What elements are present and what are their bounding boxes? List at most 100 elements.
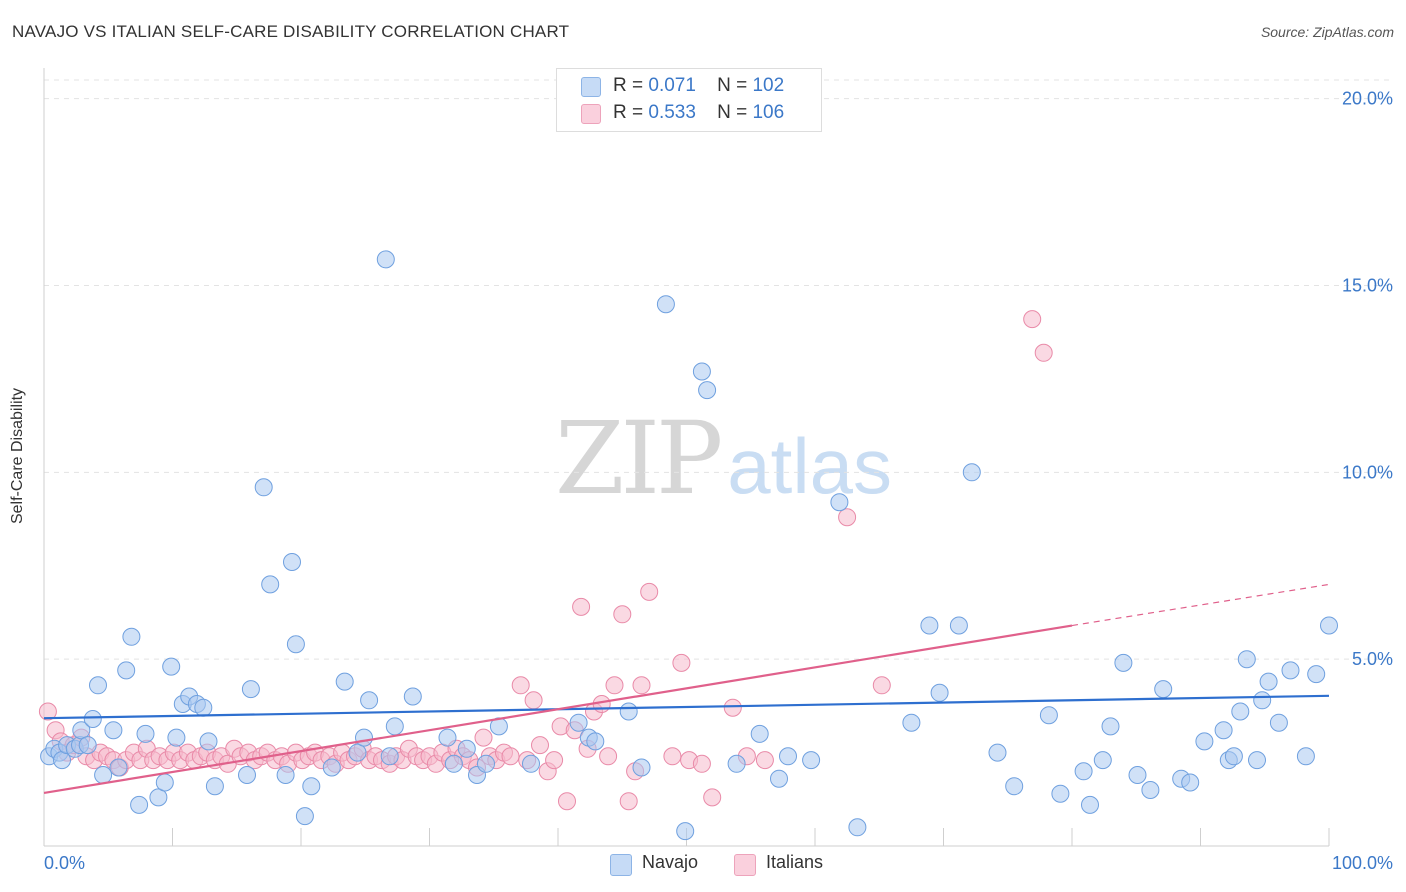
navajo-point — [676, 822, 695, 841]
navajo-point — [779, 747, 797, 766]
navajo-point — [286, 635, 305, 654]
italians-point — [545, 751, 564, 770]
navajo-point — [1231, 702, 1250, 721]
navajo-point — [302, 777, 321, 796]
navajo-point — [83, 710, 102, 728]
navajo-point — [1093, 751, 1112, 770]
watermark: ZIP atlas — [555, 400, 892, 517]
italians-point — [613, 605, 632, 624]
italians-point — [558, 792, 576, 811]
legend-swatch-navajo — [581, 77, 601, 97]
navajo-point — [962, 463, 981, 482]
navajo-point — [586, 732, 605, 751]
bottom-legend-swatch-italians — [734, 854, 756, 876]
italians-point — [531, 736, 549, 755]
navajo-point — [444, 754, 463, 773]
italians-point — [599, 747, 618, 766]
italians-point — [572, 597, 591, 616]
italians-point — [1023, 310, 1042, 329]
navajo-point — [1281, 661, 1300, 680]
navajo-point — [199, 732, 218, 751]
bottom-legend-label-navajo: Navajo — [642, 852, 699, 872]
navajo-point — [727, 754, 746, 773]
navajo-point — [522, 754, 540, 773]
navajo-point — [1005, 777, 1024, 796]
navajo-point — [149, 788, 168, 807]
italians-point — [605, 676, 624, 695]
navajo-point — [89, 676, 107, 695]
italians-point — [619, 792, 638, 811]
navajo-point — [1081, 795, 1099, 814]
navajo-point — [155, 773, 174, 792]
italians-point — [663, 747, 682, 766]
bottom-legend-swatch-navajo — [610, 854, 632, 876]
navajo-point — [1141, 781, 1160, 799]
navajo-point — [569, 713, 588, 732]
navajo-point — [355, 728, 373, 747]
navajo-point — [403, 687, 422, 706]
navajo-point — [122, 627, 141, 646]
navajo-point — [619, 702, 638, 721]
navajo-point — [348, 743, 367, 762]
italians-point — [511, 676, 530, 695]
navajo-point — [1320, 616, 1338, 635]
navajo-point — [205, 777, 224, 796]
chart-title: NAVAJO VS ITALIAN SELF-CARE DISABILITY C… — [12, 22, 570, 41]
navajo-point — [241, 680, 260, 699]
legend-r-label: R = — [613, 102, 644, 123]
navajo-point — [1039, 706, 1058, 725]
navajo-point — [1224, 747, 1243, 766]
navajo-point — [380, 747, 399, 766]
navajo-trend-line — [43, 694, 1330, 720]
navajo-point — [949, 616, 968, 635]
navajo-point — [1181, 773, 1200, 792]
italians-point — [1034, 343, 1053, 362]
navajo-point — [322, 758, 341, 777]
legend-n-value: 106 — [752, 102, 785, 123]
navajo-point — [1195, 732, 1214, 751]
navajo-point — [1128, 766, 1147, 784]
navajo-point — [283, 553, 301, 571]
navajo-point — [988, 743, 1007, 762]
navajo-point — [1253, 691, 1272, 710]
navajo-point — [238, 766, 256, 784]
watermark-atlas: atlas — [727, 422, 893, 510]
legend-n-value: 102 — [752, 75, 785, 96]
legend-n-label: N = — [717, 102, 748, 123]
navajo-point — [692, 362, 711, 381]
navajo-point — [385, 717, 404, 736]
navajo-point — [1259, 672, 1278, 691]
navajo-point — [848, 818, 867, 837]
navajo-point — [254, 478, 273, 497]
navajo-point — [1051, 784, 1070, 803]
navajo-point — [335, 672, 354, 691]
source-label: Source: ZipAtlas.com — [1260, 24, 1394, 40]
italians-point — [838, 508, 857, 527]
legend-n-label: N = — [717, 75, 748, 96]
navajo-point — [477, 754, 495, 773]
navajo-point — [109, 758, 128, 777]
x-tick-label: 0.0% — [44, 853, 85, 873]
italians-point — [755, 751, 774, 770]
navajo-point — [261, 575, 280, 594]
italians-point — [723, 698, 742, 717]
italians-point — [524, 691, 543, 710]
navajo-point — [1101, 717, 1120, 736]
navajo-point — [276, 766, 295, 784]
navajo-point — [78, 736, 97, 755]
navajo-point — [1269, 713, 1288, 732]
italians-point — [474, 728, 493, 747]
y-tick-label: 20.0% — [1342, 89, 1393, 109]
navajo-point — [167, 728, 186, 747]
y-tick-label: 10.0% — [1342, 462, 1393, 482]
navajo-point — [632, 758, 651, 777]
watermark-zip: ZIP — [555, 400, 723, 517]
navajo-point — [1237, 650, 1256, 669]
italians-point — [640, 582, 659, 601]
navajo-point — [295, 807, 314, 826]
navajo-point — [1248, 751, 1266, 770]
navajo-point — [136, 724, 155, 743]
bottom-legend-label-italians: Italians — [766, 852, 824, 872]
navajo-point — [698, 381, 717, 400]
navajo-point — [104, 721, 123, 740]
